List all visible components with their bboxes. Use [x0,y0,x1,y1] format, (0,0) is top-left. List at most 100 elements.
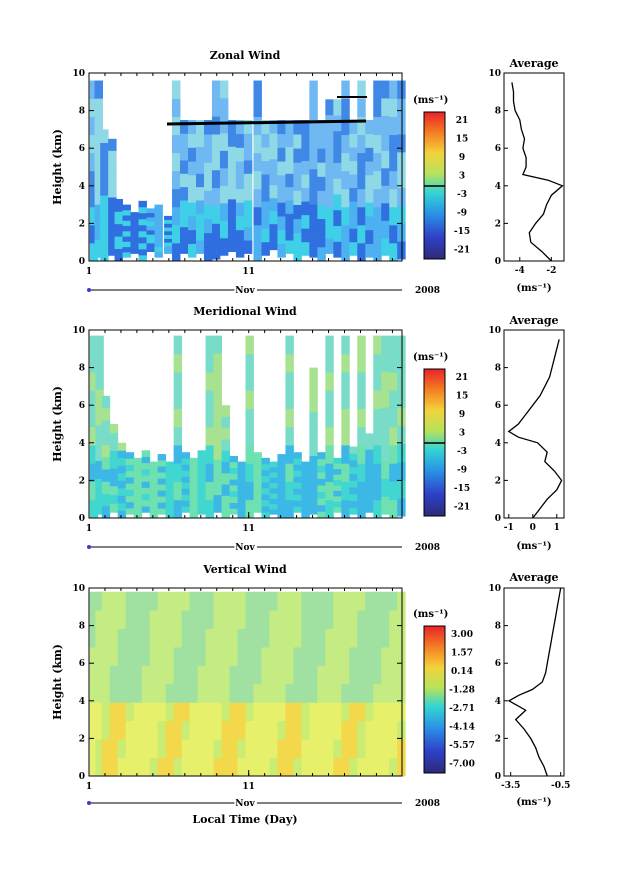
zonal-column-cell [253,152,262,172]
vertical-column-cell [133,720,143,740]
meridional-colorbar-tick-label: 21 [456,373,469,383]
vertical-column-cell [117,720,127,740]
zonal-column-cell [253,170,262,190]
vertical-column-cell [245,720,254,740]
zonal-column-cell [211,134,221,153]
zonal-column-cell [261,201,270,216]
meridional-column-cell [109,468,119,478]
meridional-column-cell [317,491,326,499]
meridional-column-cell [109,459,119,469]
meridional-column-cell [373,481,382,501]
zonal-column-cell [325,191,334,208]
vertical-column-cell [333,683,342,703]
meridional-column-cell [325,335,334,355]
meridional-column-cell [245,445,254,464]
zonal-column-cell [269,171,278,186]
meridional-column-cell [317,458,326,466]
meridional-column-cell [117,465,127,474]
zonal-profile-frame [503,72,565,262]
meridional-column-cell [317,471,326,479]
meridional-column-cell [397,425,406,445]
zonal-column-cell [341,98,350,118]
zonal-column-cell [108,220,117,233]
vertical-column-cell [205,610,215,630]
meridional-column-cell [181,482,191,489]
vertical-column-cell [317,628,326,648]
zonal-column-cell [130,228,139,234]
vertical-column-cell [365,665,374,685]
vertical-column-cell [285,591,294,611]
meridional-column-cell [301,501,310,508]
meridional-column-cell [229,485,238,492]
vertical-column-cell [157,628,167,648]
zonal-column-cell [373,152,382,172]
meridional-column-cell [245,426,254,446]
meridional-column-cell [397,461,406,481]
vertical-column-cell [165,702,175,722]
meridional-column-cell [397,335,406,355]
vertical-column-cell [157,720,167,740]
meridional-month-start-dot [87,545,91,549]
zonal-column-cell [269,145,278,160]
vertical-column-cell [95,628,104,648]
meridional-column [349,446,358,515]
vertical-column-cell [125,757,135,777]
vertical-profile-y-tick-label: 4 [495,697,501,707]
vertical-column-cell [189,591,199,611]
vertical-title: Vertical Wind [202,563,287,576]
zonal-column [253,80,262,262]
vertical-column-cell [165,739,175,758]
vertical-column-cell [89,683,99,703]
meridional-column-cell [205,445,215,464]
meridional-column-cell [309,484,318,500]
zonal-column-cell [285,240,294,254]
zonal-column-cell [195,146,205,161]
vertical-column-cell [309,610,318,630]
vertical-column-cell [253,610,262,630]
meridional-column-cell [141,506,151,513]
meridional-column-cell [389,426,398,446]
meridional-column-cell [333,463,342,470]
meridional-column-cell [349,480,358,488]
meridional-column [325,335,334,519]
meridional-column-cell [141,493,151,501]
vertical-column-cell [141,665,151,685]
zonal-column-cell [211,241,221,260]
zonal-column-cell [381,98,390,116]
zonal-column-cell [365,216,374,231]
meridional-column-cell [309,455,318,471]
zonal-column-cell [235,188,245,203]
meridional-column-cell [381,478,390,497]
vertical-column-cell [269,739,278,758]
vertical-column [245,591,254,777]
vertical-column-cell [261,610,270,630]
vertical-column-cell [213,665,222,685]
zonal-column-cell [349,228,358,243]
zonal-column-cell [373,116,382,136]
vertical-column-cell [213,720,222,740]
vertical-column-cell [325,591,334,611]
meridional-column-cell [189,511,199,519]
zonal-column-cell [253,188,262,208]
zonal-column-cell [373,80,382,99]
meridional-column-cell [237,478,246,485]
vertical-column-cell [309,665,318,685]
zonal-column-cell [188,147,197,162]
meridional-column-cell [101,444,111,458]
zonal-column-cell [317,176,326,191]
zonal-column-cell [277,188,286,203]
zonal-column-cell [309,204,318,223]
zonal-column-cell [172,242,181,262]
zonal-column-cell [389,134,398,154]
zonal-cloud-base-line [166,119,367,126]
vertical-column-cell [381,665,390,685]
meridional-column [89,335,99,519]
meridional-column-cell [149,484,159,491]
meridional-column-cell [205,353,215,373]
zonal-column-cell [122,204,131,211]
vertical-column-cell [373,720,382,740]
vertical-column-cell [301,665,310,685]
meridional-column-cell [269,466,278,473]
zonal-column-cell [122,209,131,216]
zonal-y-tick-label: 8 [79,107,85,117]
